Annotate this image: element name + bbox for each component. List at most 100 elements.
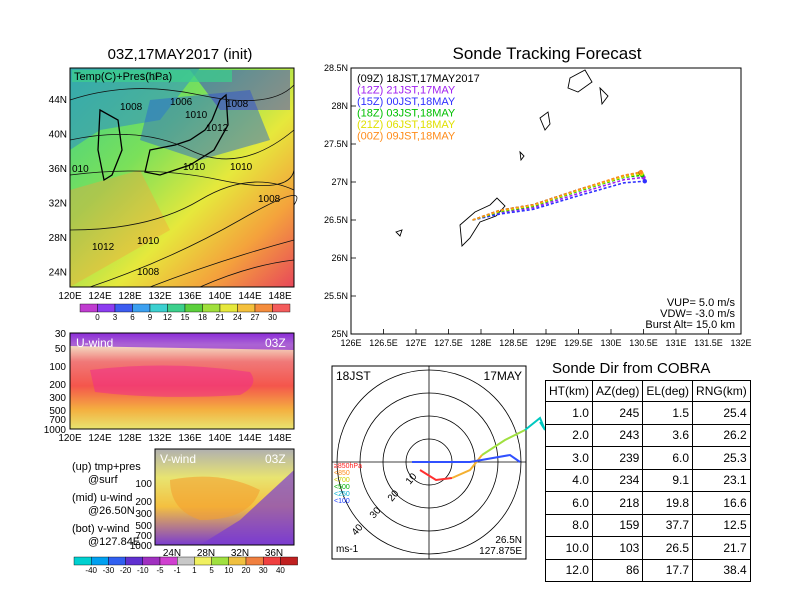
colorbar-label: 20 <box>242 566 251 575</box>
temperature-map-lat-ticks: 44N 40N 36N 32N 28N 24N <box>49 95 67 279</box>
polar-trace-250 <box>412 453 521 463</box>
colorbar-swatch <box>272 303 291 313</box>
colorbar-label: 30 <box>259 566 268 575</box>
colorbar-swatch <box>90 556 109 566</box>
table-cell: 12.5 <box>692 513 751 537</box>
colorbar-label: 21 <box>216 313 225 322</box>
temperature-map-lon-ticks: 120E 124E 128E 132E 136E 140E 144E 148E <box>58 291 292 302</box>
colorbar-label: 6 <box>130 313 135 322</box>
isobar-label: 1008 <box>226 99 249 110</box>
isobar-label: 1010 <box>230 162 253 173</box>
y-tick-label: 25N <box>331 329 348 339</box>
colorbar-label: -20 <box>120 566 132 575</box>
table-row: 3.0 239 6.0 25.3 <box>545 446 751 470</box>
table-cell: 25.3 <box>692 446 751 470</box>
table-cell: 21.7 <box>692 536 751 560</box>
table-cell: 19.8 <box>642 491 694 515</box>
colorbar-label: -30 <box>103 566 115 575</box>
note-line: (bot) v-wind <box>72 523 129 535</box>
forecast-param: VUP= 5.0 m/s <box>667 297 736 309</box>
track-end-point <box>638 169 644 175</box>
x-tick-label: 127.5E <box>434 338 463 348</box>
legend-entry: (18Z) 03JST,18MAY <box>357 108 456 120</box>
colorbar-swatch <box>149 303 168 313</box>
lat-tick-label: 44N <box>49 95 67 106</box>
table-cell: 159 <box>591 513 644 537</box>
isobar-label: 1010 <box>183 162 206 173</box>
colorbar-label: 27 <box>251 313 260 322</box>
pressure-tick-label: 1000 <box>130 541 153 552</box>
level-legend-item: <700 <box>334 477 350 484</box>
table-row: 2.0 243 3.6 26.2 <box>545 423 751 447</box>
lat-tick-label: 24N <box>163 548 181 559</box>
colorbar-swatch <box>159 556 178 566</box>
colorbar-swatch <box>219 303 238 313</box>
lon-tick-label: 128E <box>118 291 142 302</box>
lon-tick-label: 140E <box>208 433 232 444</box>
table-header-row: HT(km) AZ(deg) EL(deg) RNG(km) <box>545 380 751 402</box>
v-wind-label: V-wind <box>160 452 196 466</box>
pressure-tick-label: 300 <box>135 509 152 520</box>
isobar-label: 1008 <box>258 194 281 205</box>
table-cell: 218 <box>591 491 644 515</box>
forecast-lat-ticks: 25N 25.5N 26N 26.5N 27N 27.5N 28N 28.5N <box>324 63 348 339</box>
legend-entry: (00Z) 09JST,18MAY <box>357 131 456 143</box>
legend-entry: (12Z) 21JST,17MAY <box>357 85 456 97</box>
polar-date: 17MAY <box>484 369 522 383</box>
x-tick-label: 129E <box>535 338 556 348</box>
forecast-lon-ticks: 126E 126.5E 127E 127.5E 128E 128.5E 129E 129.5E… <box>340 338 751 348</box>
table-title: Sonde Dir from COBRA <box>552 360 711 377</box>
colorbar-swatch <box>108 556 126 566</box>
table-cell: 9.1 <box>642 468 694 492</box>
isobar-label: 1010 <box>137 236 160 247</box>
temperature-map-label: Temp(C)+Pres(hPa) <box>74 71 172 83</box>
colorbar-swatch <box>245 556 264 566</box>
colorbar-swatch <box>176 556 195 566</box>
x-tick-label: 130E <box>600 338 621 348</box>
track-end-point <box>642 179 647 184</box>
table-cell: 1.5 <box>642 401 694 425</box>
colorbar-swatch <box>228 556 247 566</box>
lat-tick-label: 24N <box>49 268 67 279</box>
header-azimuth: AZ(deg) <box>591 380 644 402</box>
colorbar-swatch <box>97 303 116 313</box>
u-wind-lon-ticks: 120E 124E 128E 132E 136E 140E 144E 148E <box>58 433 292 444</box>
x-tick-label: 131E <box>665 338 686 348</box>
table-cell: 1.0 <box>545 401 593 425</box>
pressure-tick-label: 30 <box>55 329 67 340</box>
table-row: 6.0 218 19.8 16.6 <box>545 491 751 515</box>
lon-tick-label: 132E <box>148 291 172 302</box>
colorbar-swatch <box>142 556 161 566</box>
colorbar-label: 5 <box>209 566 214 575</box>
note-line: (mid) u-wind <box>72 492 133 504</box>
isobar-label: 1012 <box>92 242 115 253</box>
table-row: 8.0 159 37.7 12.5 <box>545 513 751 537</box>
colorbar-swatch <box>132 303 151 313</box>
polar-trace-low <box>419 469 453 482</box>
lon-tick-label: 140E <box>208 291 232 302</box>
table-cell: 25.4 <box>692 401 751 425</box>
colorbar-swatch <box>211 556 230 566</box>
lon-tick-label: 136E <box>178 433 202 444</box>
colorbar-label: 1 <box>192 566 197 575</box>
colorbar-swatch <box>73 556 92 566</box>
colorbar-swatch <box>280 556 298 566</box>
polar-trace-500 <box>524 416 546 431</box>
temperature-map: 1006 1008 1006 1008 1010 1012 1010 1010 … <box>69 67 298 288</box>
y-tick-label: 28.5N <box>324 63 348 73</box>
note-line: @26.50N <box>88 505 135 517</box>
pressure-tick-label: 100 <box>49 362 66 373</box>
table-cell: 6.0 <box>642 446 694 470</box>
colorbar-swatch <box>79 303 98 313</box>
table-cell: 37.7 <box>642 513 694 537</box>
track-line <box>472 171 642 221</box>
y-tick-label: 25.5N <box>324 291 348 301</box>
colorbar-label: -1 <box>174 566 182 575</box>
colorbar-swatch <box>194 556 212 566</box>
lat-tick-label: 36N <box>49 164 67 175</box>
lon-tick-label: 144E <box>238 291 262 302</box>
isobar-label: 1008 <box>120 102 143 113</box>
pressure-tick-label: 700 <box>135 531 152 542</box>
table-cell: 2.0 <box>545 423 593 447</box>
